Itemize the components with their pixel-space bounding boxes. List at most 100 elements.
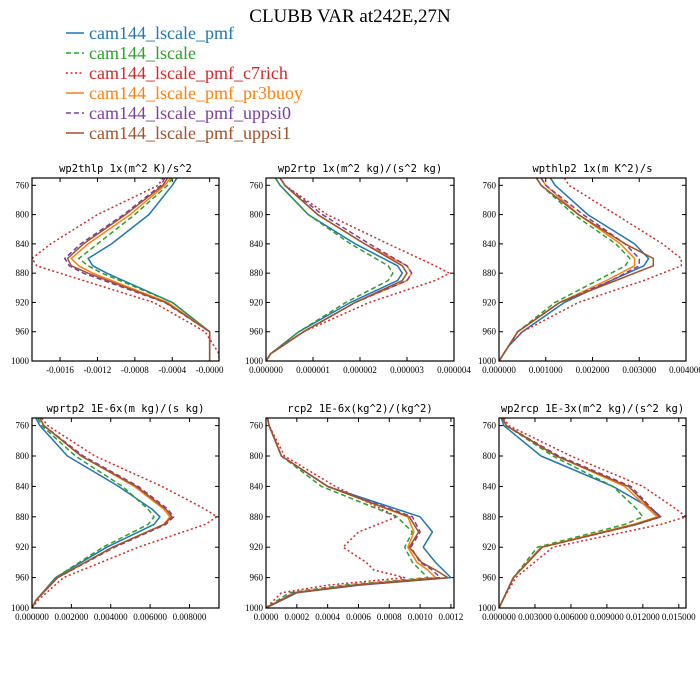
- legend-entry: cam144_lscale_pmf_pr3buoy: [66, 83, 303, 103]
- series-line-cam144-lscale-pmf-uppsi1: [499, 178, 655, 361]
- series-line-cam144-lscale-pmf-uppsi0: [499, 418, 662, 608]
- panel-title: wprtp2 1E-6x(m kg)/(s kg): [46, 403, 204, 415]
- plot-frame: [31, 177, 220, 362]
- panel-3: wpthlp2 1x(m K^2)/s 760 800 840 880 920 960 100…: [478, 163, 700, 375]
- legend-label: cam144_lscale: [89, 43, 196, 63]
- legend-entry: cam144_lscale_pmf_uppsi1: [66, 123, 291, 143]
- y-tick-label: 1000: [11, 356, 30, 366]
- legend-label: cam144_lscale_pmf: [89, 23, 234, 43]
- y-tick-label: 760: [16, 180, 30, 190]
- series-line-cam144-lscale-pmf-pr3buoy: [70, 178, 211, 361]
- series-group: [499, 418, 686, 608]
- series-line-cam144-lscale-pmf-uppsi0: [63, 178, 211, 361]
- x-tick-label: 0.006000: [133, 612, 167, 622]
- series-line-cam144-lscale-pmf-uppsi0: [266, 178, 413, 361]
- series-line-cam144-lscale-pmf-uppsi1: [66, 178, 211, 361]
- y-tick-label: 760: [250, 421, 264, 431]
- y-tick-label: 760: [16, 421, 30, 431]
- y-tick-label: 960: [483, 573, 497, 583]
- x-tick-label: 0.009000: [590, 612, 624, 622]
- panel-title: wpthlp2 1x(m K^2)/s: [532, 163, 652, 175]
- legend-entry: cam144_lscale_pmf_uppsi0: [66, 103, 291, 123]
- y-tick-label: 840: [16, 481, 30, 491]
- x-tick-label: 0.0006: [346, 612, 371, 622]
- y-tick-label: 840: [250, 481, 264, 491]
- x-tick-label: 0.000001: [296, 365, 330, 375]
- y-tick-label: 880: [16, 268, 30, 278]
- y-tick-label: 800: [483, 210, 497, 220]
- series-group: [266, 178, 451, 361]
- y-tick-label: 960: [16, 573, 30, 583]
- series-group: [32, 178, 219, 361]
- legend: cam144_lscale_pmfcam144_lscalecam144_lsc…: [66, 23, 303, 143]
- plot-frame: [498, 177, 687, 362]
- x-tick-label: 0.000003: [390, 365, 424, 375]
- series-line-cam144-lscale-pmf-c7rich: [32, 418, 218, 608]
- panel-4: wprtp2 1E-6x(m kg)/(s kg) 760 800 840 880 920…: [11, 403, 220, 622]
- y-tick-label: 880: [483, 268, 497, 278]
- legend-entry: cam144_lscale_pmf: [66, 23, 234, 43]
- y-tick-label: 800: [16, 210, 30, 220]
- y-tick-label: 920: [483, 297, 497, 307]
- y-tick-label: 1000: [478, 356, 497, 366]
- series-line-cam144-lscale-pmf-c7rich: [266, 178, 451, 361]
- series-group: [499, 178, 683, 361]
- x-tick-label: 0.002000: [576, 365, 610, 375]
- panel-1: wp2thlp 1x(m^2 K)/s^2 760 800 840 880 920 960 1…: [11, 163, 224, 375]
- y-tick-label: 920: [483, 542, 497, 552]
- y-tick-label: 920: [16, 297, 30, 307]
- panel-6: wp2rcp 1E-3x(m^2 kg)/(s^2 kg) 760 800 840 88…: [478, 403, 696, 622]
- figure-title: CLUBB VAR at242E,27N: [249, 6, 451, 27]
- x-tick-label: 0.003000: [622, 365, 656, 375]
- plot-frame: [498, 417, 687, 609]
- series-line-cam144-lscale-pmf-pr3buoy: [499, 418, 658, 608]
- series-group: [266, 418, 452, 608]
- y-tick-label: 960: [483, 327, 497, 337]
- y-tick-label: 800: [16, 451, 30, 461]
- plot-frame: [265, 177, 455, 362]
- legend-label: cam144_lscale_pmf_pr3buoy: [89, 83, 303, 103]
- y-tick-label: 880: [16, 512, 30, 522]
- legend-entry: cam144_lscale_pmf_c7rich: [66, 63, 288, 83]
- y-tick-label: 1000: [478, 603, 497, 613]
- legend-label: cam144_lscale_pmf_uppsi1: [89, 123, 291, 143]
- series-line-cam144-lscale-pmf: [499, 418, 662, 608]
- y-tick-label: 920: [250, 297, 264, 307]
- panel-title: wp2rtp 1x(m^2 kg)/(s^2 kg): [278, 163, 442, 175]
- panel-5: rcp2 1E-6x(kg^2)/(kg^2) 760 800 840 880 920 96…: [245, 403, 463, 622]
- series-line-cam144-lscale-pmf-c7rich: [32, 178, 219, 361]
- panel-title: rcp2 1E-6x(kg^2)/(kg^2): [287, 403, 432, 415]
- series-line-cam144-lscale-pmf-uppsi1: [32, 418, 173, 608]
- x-tick-label: 0.004000: [94, 612, 128, 622]
- series-line-cam144-lscale-pmf: [87, 178, 211, 361]
- x-tick-label: 0.000000: [482, 612, 516, 622]
- series-line-cam144-lscale: [499, 178, 631, 361]
- legend-label: cam144_lscale_pmf_c7rich: [89, 63, 288, 83]
- y-tick-label: 960: [250, 327, 264, 337]
- y-tick-label: 880: [250, 268, 264, 278]
- y-tick-label: 1000: [245, 603, 264, 613]
- x-tick-label: 0.000000: [249, 365, 283, 375]
- x-tick-label: 0.0000: [254, 612, 279, 622]
- series-line-cam144-lscale: [266, 178, 394, 361]
- series-line-cam144-lscale: [32, 418, 155, 608]
- series-line-cam144-lscale: [499, 418, 644, 608]
- series-group: [32, 418, 218, 608]
- series-line-cam144-lscale-pmf-uppsi0: [499, 178, 641, 361]
- x-tick-label: -0.0012: [84, 365, 112, 375]
- series-line-cam144-lscale-pmf-uppsi1: [499, 418, 661, 608]
- x-tick-label: 0.0004: [315, 612, 340, 622]
- x-tick-label: 0.001000: [529, 365, 563, 375]
- y-tick-label: 800: [250, 451, 264, 461]
- y-tick-label: 800: [250, 210, 264, 220]
- y-tick-label: 840: [483, 481, 497, 491]
- y-tick-label: 920: [250, 542, 264, 552]
- x-tick-label: 0.003000: [518, 612, 552, 622]
- x-tick-label: -0.0008: [121, 365, 149, 375]
- x-tick-label: -0.0000: [196, 365, 224, 375]
- legend-entry: cam144_lscale: [66, 43, 196, 63]
- y-tick-label: 880: [483, 512, 497, 522]
- x-tick-label: 0.0002: [284, 612, 309, 622]
- x-tick-label: -0.0016: [46, 365, 74, 375]
